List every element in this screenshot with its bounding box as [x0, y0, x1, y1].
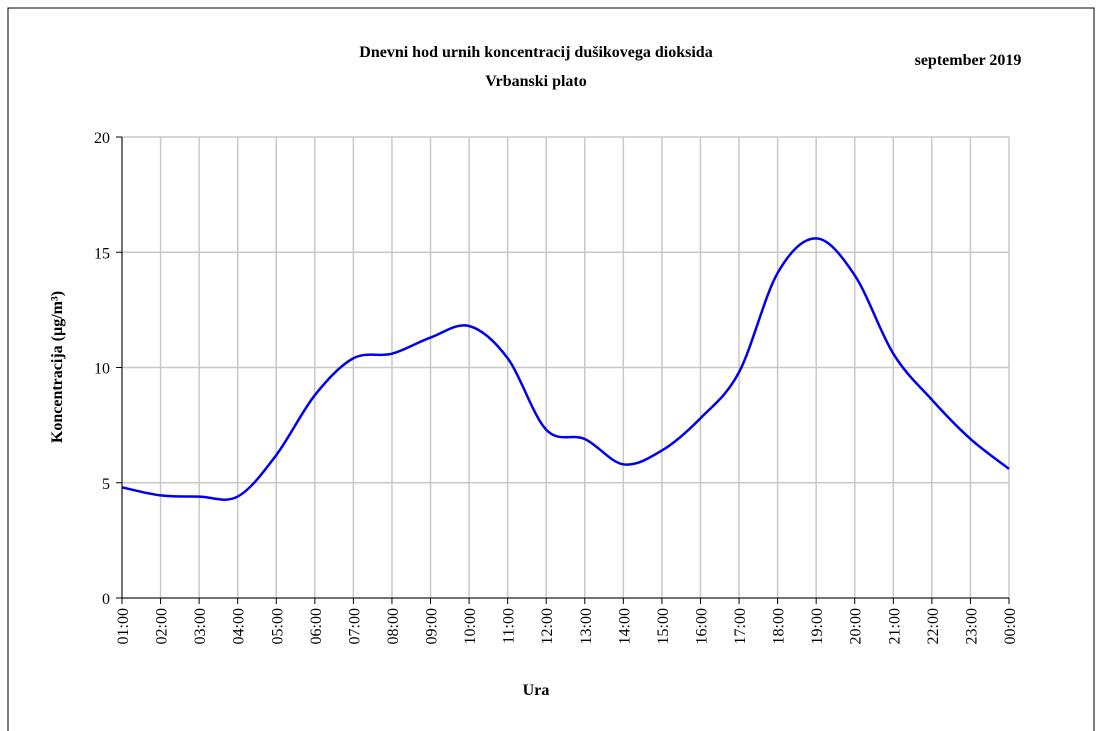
x-tick-label: 21:00 — [886, 608, 903, 644]
x-tick-label: 14:00 — [616, 608, 633, 644]
x-tick-label: 03:00 — [192, 608, 209, 644]
x-tick-label: 12:00 — [539, 608, 556, 644]
x-tick-label: 18:00 — [771, 608, 788, 644]
x-tick-label: 09:00 — [424, 608, 441, 644]
y-tick-label: 15 — [94, 245, 110, 262]
y-tick-label: 10 — [94, 361, 110, 378]
x-tick-label: 13:00 — [578, 608, 595, 644]
x-tick-label: 11:00 — [501, 608, 518, 644]
chart-frame — [7, 7, 1095, 731]
x-tick-label: 00:00 — [1002, 608, 1019, 644]
y-tick-label: 20 — [94, 130, 110, 147]
x-tick-label: 05:00 — [269, 608, 286, 644]
x-tick-label: 16:00 — [693, 608, 710, 644]
x-tick-label: 22:00 — [925, 608, 942, 644]
x-tick-label: 10:00 — [462, 608, 479, 644]
x-tick-label: 04:00 — [231, 608, 248, 644]
y-tick-label: 5 — [102, 476, 110, 493]
x-tick-label: 02:00 — [154, 608, 171, 644]
x-tick-label: 23:00 — [963, 608, 980, 644]
x-axis-label: Ura — [523, 682, 550, 699]
chart-subtitle: Vrbanski plato — [485, 73, 587, 90]
x-tick-label: 20:00 — [848, 608, 865, 644]
x-tick-label: 17:00 — [732, 608, 749, 644]
y-axis-label: Koncentracija (µg/m³) — [49, 291, 66, 443]
y-tick-label: 0 — [102, 591, 110, 608]
x-tick-label: 19:00 — [809, 608, 826, 644]
x-tick-label: 15:00 — [655, 608, 672, 644]
x-tick-label: 07:00 — [346, 608, 363, 644]
x-tick-label: 08:00 — [385, 608, 402, 644]
x-tick-label: 01:00 — [115, 608, 132, 644]
annotation: september 2019 — [915, 52, 1022, 69]
chart-title: Dnevni hod urnih koncentracij dušikovega… — [359, 44, 712, 61]
x-tick-label: 06:00 — [308, 608, 325, 644]
data-line — [121, 237, 1010, 501]
